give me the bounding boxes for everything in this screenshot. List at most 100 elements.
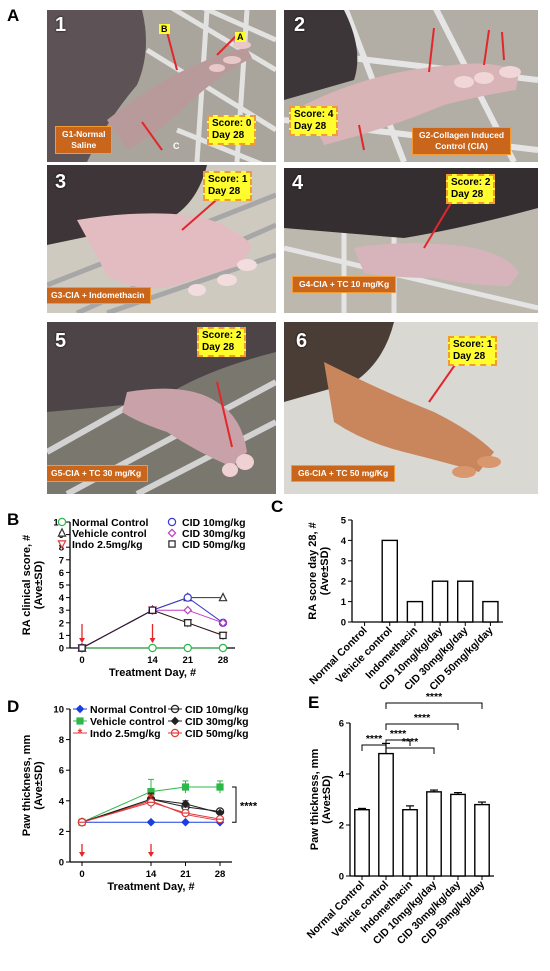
photo-1-number: 1 xyxy=(55,14,67,36)
chart-d-significance-bracket xyxy=(232,786,237,823)
photo-4-group-line-1: G4-CIA + TC 10 mg/Kg xyxy=(299,279,390,289)
chart-b-point-normal-control-14 xyxy=(148,643,157,653)
chart-d-paw-thickness-timecourse: 0 2 4 6 8 10 0 14 21 28 Treatment Day, # Paw thickn… xyxy=(21,704,258,893)
photo-5-number: 5 xyxy=(55,330,67,352)
chart-e-bar-normal-control xyxy=(354,808,370,877)
panel-letter-e: E xyxy=(308,693,320,712)
chart-d-legend-label-indo-2-5mg-kg: Indo 2.5mg/kg xyxy=(90,728,161,740)
chart-d-point-cid-50mg-kg-14 xyxy=(146,798,156,807)
chart-d-line-cid-50mg-kg xyxy=(81,801,221,823)
photo-3-group-label: G3-CIA + Indomethacin xyxy=(47,287,152,304)
chart-d-line-cid-30mg-kg xyxy=(81,798,221,823)
chart-d-legend-label-cid-30mg-kg: CID 30mg/kg xyxy=(185,716,249,728)
chart-b-point-cid-50mg-kg-14 xyxy=(148,606,157,614)
photo-1-score: Score: 0 xyxy=(212,118,252,129)
chart-d-line-vehicle-control xyxy=(81,786,220,823)
panel-letter-c: C xyxy=(271,497,284,516)
photo-6-number: 6 xyxy=(296,330,308,352)
chart-c-bar-indomethacin xyxy=(406,600,424,623)
photo-6-paw-tc50: 6 Score: 1 Day 28 G6-CIA + TC 50 mg/Kg xyxy=(284,322,538,494)
chart-e-bar-indomethacin xyxy=(402,808,418,877)
chart-b-point-cid-50mg-kg-21 xyxy=(184,619,192,627)
chart-d-ytick-label-10: 10 xyxy=(53,705,64,716)
chart-e-ylabel: Paw thickness, mm(Ave±SD) xyxy=(309,749,333,851)
chart-b-xlabel: Treatment Day, # xyxy=(109,667,196,679)
photo-5-day: Day 28 xyxy=(202,342,235,353)
chart-d-point-cid-50mg-kg-28 xyxy=(215,814,225,824)
chart-e-bracket-vehicle-vs-cid50 xyxy=(385,702,483,709)
photo-2-paw-collagen-control: 2 Score: 4 Day 28 G2-Collagen Induced Cont… xyxy=(284,10,538,162)
chart-e-bracket-label-vehicle-vs-cid10: **** xyxy=(402,736,419,748)
photo-3-group-line-1: G3-CIA + Indomethacin xyxy=(51,290,145,300)
photo-5-group-line-1: G5-CIA + TC 30 mg/Kg xyxy=(51,468,142,478)
chart-e-bracket-vehicle-vs-indomethacin xyxy=(385,739,411,746)
photo-1-mark-c: C xyxy=(173,141,180,151)
chart-d-significance-label: **** xyxy=(240,801,258,813)
chart-d-xtick-label-0: 0 xyxy=(79,869,84,880)
chart-d-ylabel: Paw thickness, mm(Ave±SD) xyxy=(21,735,45,837)
chart-d-ytick-label-0: 0 xyxy=(59,858,64,869)
chart-e-bracket-normal-vs-vehicle xyxy=(361,744,387,751)
photo-4-number: 4 xyxy=(292,172,304,194)
photo-4-score: Score: 2 xyxy=(451,177,491,188)
chart-b-point-cid-10mg-kg-21 xyxy=(183,593,192,602)
photo-2-group-line-1: G2-Collagen Induced xyxy=(419,130,505,140)
chart-b-legend-marker-normal-control xyxy=(57,517,67,527)
photo-5-group-label: G5-CIA + TC 30 mg/Kg xyxy=(47,465,149,482)
photo-6-score-box: Score: 1 Day 28 xyxy=(448,336,498,366)
chart-b-legend-label-cid-30mg-kg: CID 30mg/kg xyxy=(182,528,246,540)
photo-1-mark-b: B xyxy=(159,24,170,34)
photo-2-score-box: Score: 4 Day 28 xyxy=(289,106,339,136)
panel-letter-a: A xyxy=(7,6,20,25)
photo-2-score: Score: 4 xyxy=(294,109,334,120)
photo-2-number: 2 xyxy=(294,14,306,36)
chart-d-point-cid-50mg-kg-21 xyxy=(181,808,190,818)
chart-b-ylabel: RA clinical score, #(Ave±SD) xyxy=(21,535,45,635)
chart-d-xtick-label-21: 21 xyxy=(180,869,191,880)
photo-4-group-label: G4-CIA + TC 10 mg/Kg xyxy=(292,276,397,293)
chart-c-ytick-label-1: 1 xyxy=(341,597,347,608)
chart-b-xtick-label-28: 28 xyxy=(218,655,229,666)
chart-c-bar-cid-30mg-kg-day xyxy=(456,580,474,623)
chart-d-series-cid-50mg-kg xyxy=(77,795,225,827)
chart-c-ytick-label-4: 4 xyxy=(341,536,347,547)
chart-b-arrowhead-14 xyxy=(149,638,156,643)
chart-e-ytick-label-6: 6 xyxy=(339,719,344,730)
chart-b-xtick-label-21: 21 xyxy=(182,655,193,666)
chart-b-legend-label-cid-10mg-kg: CID 10mg/kg xyxy=(182,517,246,529)
photo-3-score-box: Score: 1 Day 28 xyxy=(203,171,253,201)
chart-b-point-vehicle-control-28 xyxy=(218,592,228,602)
chart-b-point-cid-50mg-kg-0 xyxy=(78,644,86,652)
chart-b-legend-label-cid-50mg-kg: CID 50mg/kg xyxy=(182,539,246,551)
chart-b-ytick-label-6: 6 xyxy=(59,568,64,579)
chart-d-point-vehicle-control-14 xyxy=(147,788,155,796)
chart-b-series-cid-50mg-kg xyxy=(78,606,227,652)
chart-c-ytick-label-5: 5 xyxy=(341,516,347,527)
chart-b-ytick-label-1: 1 xyxy=(59,631,65,642)
chart-b-line-cid-50mg-kg xyxy=(81,609,224,649)
chart-c-bar-vehicle-control xyxy=(381,539,398,623)
photo-4-paw-tc10: 4 Score: 2 Day 28 G4-CIA + TC 10 mg/Kg xyxy=(284,168,538,313)
chart-d-xtick-label-28: 28 xyxy=(215,869,226,880)
chart-d-point-vehicle-control-28 xyxy=(216,783,224,791)
chart-e-bar-cid-10mg-kg-day xyxy=(426,791,442,877)
photo-1-group-label: G1-Normal Saline xyxy=(55,126,113,154)
chart-d-point-normal-control-21 xyxy=(181,817,190,827)
chart-e-ytick-label-4: 4 xyxy=(339,770,345,781)
chart-b-legend-marker-indo-2-5mg-kg xyxy=(57,540,67,549)
photo-3-paw-indomethacin: 3 Score: 1 Day 28 G3-CIA + Indomethacin xyxy=(47,165,276,313)
chart-d-ytick-label-2: 2 xyxy=(59,827,64,838)
chart-b-ytick-label-8: 8 xyxy=(59,543,64,554)
photo-4-day: Day 28 xyxy=(451,189,484,200)
photo-1-group-line-2: Saline xyxy=(71,140,97,150)
chart-d-legend-label-cid-10mg-kg: CID 10mg/kg xyxy=(185,704,249,716)
chart-c-bar-cid-10mg-kg-day xyxy=(431,580,449,623)
photo-5-score: Score: 2 xyxy=(202,330,242,341)
chart-d-legend-label-normal-control: Normal Control xyxy=(90,704,167,716)
chart-b-legend-label-vehicle-control: Vehicle control xyxy=(72,528,147,540)
chart-b-ytick-label-7: 7 xyxy=(59,555,64,566)
chart-d-arrowhead-0 xyxy=(79,852,85,857)
chart-d-legend-marker-indo-2-5mg-kg: * xyxy=(78,726,83,740)
